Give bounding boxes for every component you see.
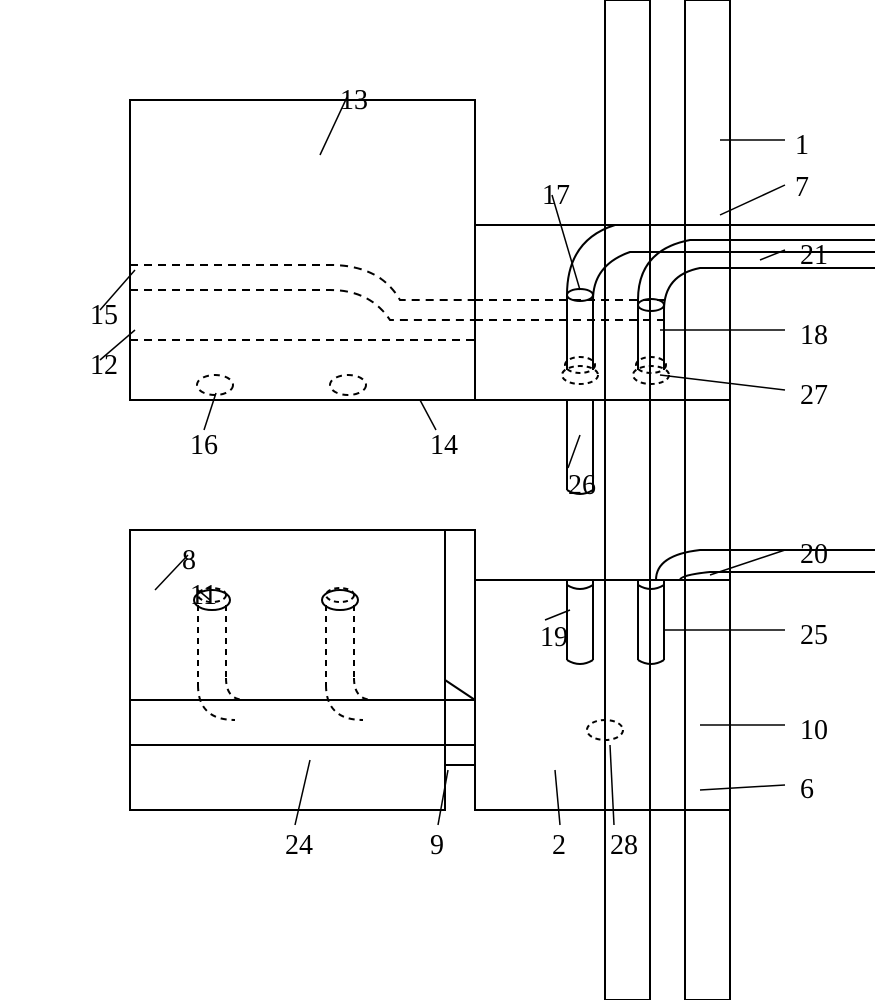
label-15: 15 xyxy=(90,300,118,332)
label-24: 24 xyxy=(285,830,313,862)
label-26: 26 xyxy=(568,470,596,502)
label-2: 2 xyxy=(552,830,566,862)
label-18: 18 xyxy=(800,320,828,352)
label-28: 28 xyxy=(610,830,638,862)
side-block xyxy=(445,530,475,765)
label-1: 1 xyxy=(795,130,809,162)
label-20: 20 xyxy=(800,539,828,571)
column-right xyxy=(685,0,730,1000)
label-9: 9 xyxy=(430,830,444,862)
lower-connector xyxy=(475,580,730,810)
label-6: 6 xyxy=(800,774,814,806)
label-8: 8 xyxy=(182,545,196,577)
label-17: 17 xyxy=(542,180,570,212)
label-16: 16 xyxy=(190,430,218,462)
label-10: 10 xyxy=(800,715,828,747)
label-21: 21 xyxy=(800,240,828,272)
label-7: 7 xyxy=(795,172,809,204)
label-25: 25 xyxy=(800,620,828,652)
label-13: 13 xyxy=(340,85,368,117)
label-14: 14 xyxy=(430,430,458,462)
diagram-canvas: 1267891011121314151617181920212425262728 xyxy=(0,0,875,1000)
label-11: 11 xyxy=(190,580,217,612)
upper-box xyxy=(130,100,475,400)
label-12: 12 xyxy=(90,350,118,382)
label-19: 19 xyxy=(540,622,568,654)
lower-box xyxy=(130,530,445,810)
label-27: 27 xyxy=(800,380,828,412)
